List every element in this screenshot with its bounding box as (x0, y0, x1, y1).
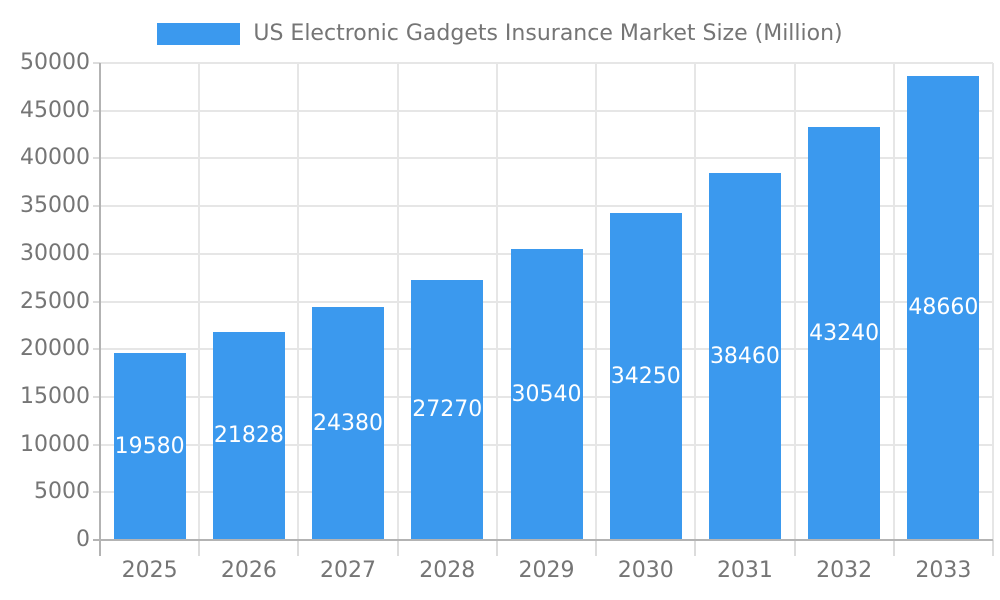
y-axis-tick-label: 10000 (20, 431, 90, 457)
bar-value-label: 43240 (809, 321, 880, 347)
gridline (793, 63, 796, 540)
gridline (100, 109, 993, 112)
bar-2033[interactable]: 48660 (907, 75, 980, 540)
bar-value-label: 34250 (610, 364, 681, 390)
gridline (396, 63, 399, 540)
y-axis-tick-label: 50000 (20, 50, 90, 75)
x-axis-tick (495, 540, 498, 556)
x-axis-tick (297, 540, 300, 556)
bar-2026[interactable]: 21828 (212, 331, 285, 540)
gridline (100, 157, 993, 160)
legend-label: US Electronic Gadgets Insurance Market S… (253, 21, 843, 46)
bar-2025[interactable]: 19580 (113, 353, 186, 540)
y-axis-tick-label: 30000 (20, 240, 90, 266)
x-axis-tick (595, 540, 598, 556)
gridline (694, 63, 697, 540)
bar-2032[interactable]: 43240 (808, 127, 881, 540)
y-axis-tick (93, 157, 100, 160)
y-axis-line (99, 63, 101, 556)
y-axis-tick (93, 109, 100, 112)
y-axis-tick-label: 15000 (20, 383, 90, 409)
bar-2031[interactable]: 38460 (708, 173, 781, 540)
plot-area: 0 5000 10000 15000 20000 25000 30000 35000 40000… (20, 50, 994, 583)
y-axis-tick (93, 300, 100, 303)
x-axis-tick-label: 2029 (518, 558, 575, 583)
x-axis-tick (793, 540, 796, 556)
y-axis-tick-label: 25000 (20, 288, 90, 314)
y-axis-tick-label: 45000 (20, 97, 90, 123)
x-axis-tick (892, 540, 895, 556)
y-axis-tick-label: 5000 (34, 479, 90, 505)
x-axis-tick (198, 540, 201, 556)
bar-value-label: 38460 (709, 344, 780, 370)
x-axis-tick (396, 540, 399, 556)
bar-value-label: 19580 (114, 434, 185, 460)
bar-2028[interactable]: 27270 (411, 279, 484, 540)
y-axis-tick (93, 395, 100, 398)
y-axis-tick-label: 35000 (20, 193, 90, 219)
x-axis-tick-label: 2031 (716, 558, 773, 583)
x-axis-tick-label: 2032 (816, 558, 873, 583)
x-axis-tick-label: 2033 (915, 558, 972, 583)
legend-item[interactable]: US Electronic Gadgets Insurance Market S… (157, 21, 843, 46)
legend: US Electronic Gadgets Insurance Market S… (0, 21, 1000, 46)
bar-value-label: 24380 (313, 411, 384, 437)
x-axis-tick (694, 540, 697, 556)
legend-swatch-icon (157, 22, 241, 45)
x-axis-tick-label: 2027 (320, 558, 377, 583)
x-axis-tick (992, 540, 994, 556)
y-axis-tick (93, 443, 100, 446)
y-axis-tick (93, 491, 100, 494)
y-axis-tick (93, 62, 100, 64)
y-axis-tick (93, 348, 100, 351)
gridline (297, 63, 300, 540)
gridline (100, 62, 993, 64)
bar-2029[interactable]: 30540 (510, 248, 583, 540)
gridline (495, 63, 498, 540)
y-axis-tick-label: 0 (76, 527, 90, 552)
gridline (595, 63, 598, 540)
bar-value-label: 27270 (412, 397, 483, 423)
gridline (992, 63, 994, 540)
x-axis-tick-label: 2028 (419, 558, 476, 583)
y-axis-tick-label: 40000 (20, 145, 90, 171)
bar-value-label: 48660 (908, 295, 979, 321)
y-axis-tick (93, 205, 100, 208)
bar-2030[interactable]: 34250 (609, 213, 682, 540)
y-axis-tick (93, 252, 100, 255)
bar-2027[interactable]: 24380 (312, 307, 385, 540)
bar-value-label: 21828 (213, 423, 284, 449)
x-axis-tick-label: 2030 (617, 558, 674, 583)
gridline (892, 63, 895, 540)
y-axis-tick-label: 20000 (20, 336, 90, 362)
x-axis-line (93, 539, 993, 541)
gridline (198, 63, 201, 540)
x-axis-tick-label: 2026 (220, 558, 277, 583)
bar-value-label: 30540 (511, 381, 582, 407)
gridline (100, 205, 993, 208)
x-axis-tick-label: 2025 (121, 558, 178, 583)
